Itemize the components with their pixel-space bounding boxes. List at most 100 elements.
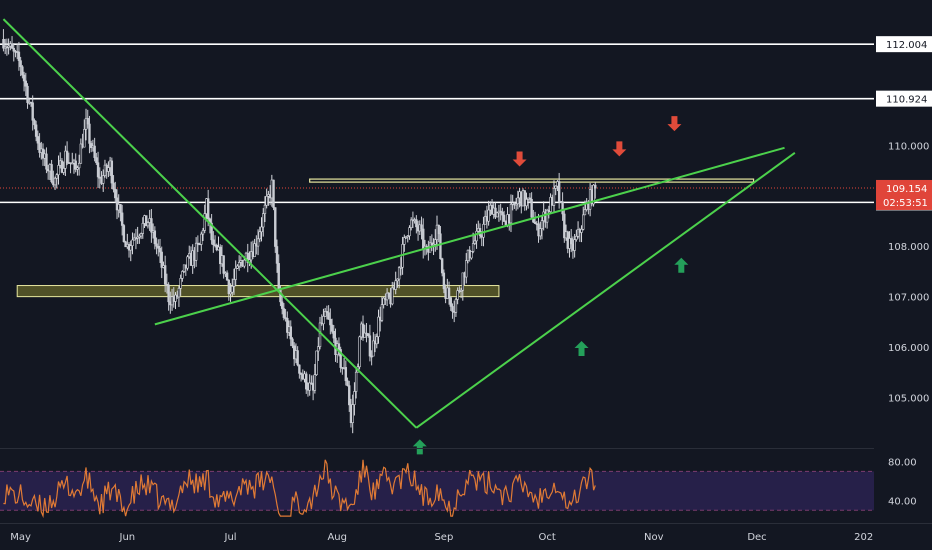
candle-body bbox=[329, 319, 332, 326]
candle-body bbox=[456, 290, 459, 300]
candle-body bbox=[210, 222, 213, 241]
candle-body bbox=[299, 373, 303, 375]
rsi-band bbox=[0, 471, 874, 511]
candle-body bbox=[382, 297, 385, 305]
price-tick-label: 107.000 bbox=[888, 293, 929, 304]
candle-body bbox=[212, 239, 215, 246]
candle-body bbox=[315, 350, 318, 375]
trendline[interactable] bbox=[415, 152, 796, 429]
candle-body bbox=[482, 224, 485, 238]
candle-body bbox=[494, 207, 497, 218]
candle-body bbox=[332, 331, 335, 339]
price-tick-label: 106.000 bbox=[888, 343, 929, 354]
rsi-panel[interactable] bbox=[0, 459, 874, 519]
candle-body bbox=[540, 220, 544, 229]
time-tick-label: Aug bbox=[327, 532, 347, 543]
candle-body bbox=[243, 259, 246, 267]
candle-body bbox=[76, 167, 79, 170]
candle-body bbox=[74, 160, 77, 170]
candle-body bbox=[131, 239, 134, 246]
axes: 110.000 108.000 107.000 106.000 105.000 112.0… bbox=[0, 36, 932, 543]
candle-body bbox=[580, 229, 583, 233]
candle-body bbox=[246, 252, 249, 263]
candle-body bbox=[291, 338, 294, 347]
candle-body bbox=[258, 231, 261, 240]
candle-body bbox=[308, 382, 311, 391]
candle-body bbox=[353, 391, 356, 405]
candle-body bbox=[24, 80, 28, 87]
candle-body bbox=[380, 304, 384, 321]
candle-body bbox=[60, 160, 64, 173]
candle-body bbox=[112, 182, 115, 190]
candle-body bbox=[136, 236, 139, 239]
candle-body bbox=[430, 242, 434, 246]
candle-body bbox=[422, 228, 425, 249]
price-tick-label: 110.000 bbox=[888, 141, 929, 152]
candle-body bbox=[459, 289, 463, 292]
candle-body bbox=[351, 404, 354, 424]
current-price-label: 109.154 bbox=[886, 184, 927, 195]
candle-body bbox=[174, 294, 177, 302]
candle-body bbox=[110, 160, 114, 184]
candle-body bbox=[260, 226, 263, 233]
candle-body bbox=[305, 373, 308, 390]
candle-body bbox=[391, 287, 394, 305]
candle-body bbox=[160, 251, 163, 268]
candle-body bbox=[408, 227, 411, 237]
candle-body bbox=[57, 165, 60, 176]
candle-body bbox=[313, 374, 317, 391]
candle-body bbox=[592, 184, 595, 205]
candle-body bbox=[55, 174, 58, 179]
candle-body bbox=[62, 168, 65, 173]
candle-body bbox=[523, 190, 526, 207]
trendline[interactable] bbox=[2, 18, 418, 429]
candle-body bbox=[563, 213, 566, 239]
candle-body bbox=[65, 150, 69, 163]
arrow-down-icon bbox=[612, 141, 627, 157]
level-badge bbox=[876, 90, 932, 107]
candle-body bbox=[375, 336, 378, 345]
candle-body bbox=[346, 380, 349, 386]
candle-body bbox=[370, 355, 373, 358]
candle-body bbox=[470, 251, 473, 259]
rsi-tick-label: 40.00 bbox=[888, 497, 917, 508]
candle-body bbox=[337, 343, 341, 350]
candle-body bbox=[236, 265, 239, 269]
candle-body bbox=[437, 224, 440, 235]
candle-body bbox=[403, 237, 406, 245]
candle-body bbox=[163, 265, 167, 285]
candle-body bbox=[19, 60, 22, 68]
candle-body bbox=[539, 228, 542, 237]
candle-body bbox=[451, 306, 454, 312]
candle-body bbox=[473, 240, 477, 244]
trendline[interactable] bbox=[154, 146, 785, 326]
candle-body bbox=[552, 188, 556, 206]
arrow-up-icon bbox=[412, 439, 427, 455]
candle-body bbox=[237, 262, 241, 267]
candle-body bbox=[366, 333, 370, 337]
candle-body bbox=[36, 136, 40, 144]
candle-body bbox=[98, 176, 101, 179]
candle-body bbox=[344, 367, 348, 382]
candle-body bbox=[516, 197, 520, 205]
candle-body bbox=[177, 288, 181, 298]
arrow-down-icon bbox=[512, 151, 527, 167]
candle-body bbox=[141, 223, 144, 234]
candle-body bbox=[96, 162, 100, 178]
candle-body bbox=[528, 197, 532, 200]
candle-body bbox=[145, 215, 148, 227]
candle-body bbox=[120, 212, 124, 226]
candle-body bbox=[348, 385, 351, 406]
main-plot-area[interactable] bbox=[0, 18, 874, 455]
candle-body bbox=[533, 221, 537, 224]
time-tick-label: Nov bbox=[644, 532, 664, 543]
candle-body bbox=[557, 181, 561, 202]
candle-body bbox=[575, 235, 578, 240]
candle-body bbox=[77, 162, 81, 169]
candle-body bbox=[461, 272, 465, 291]
candle-body bbox=[286, 317, 289, 333]
candle-body bbox=[71, 162, 74, 165]
current-price-badge bbox=[876, 179, 932, 210]
candle-body bbox=[206, 198, 210, 220]
